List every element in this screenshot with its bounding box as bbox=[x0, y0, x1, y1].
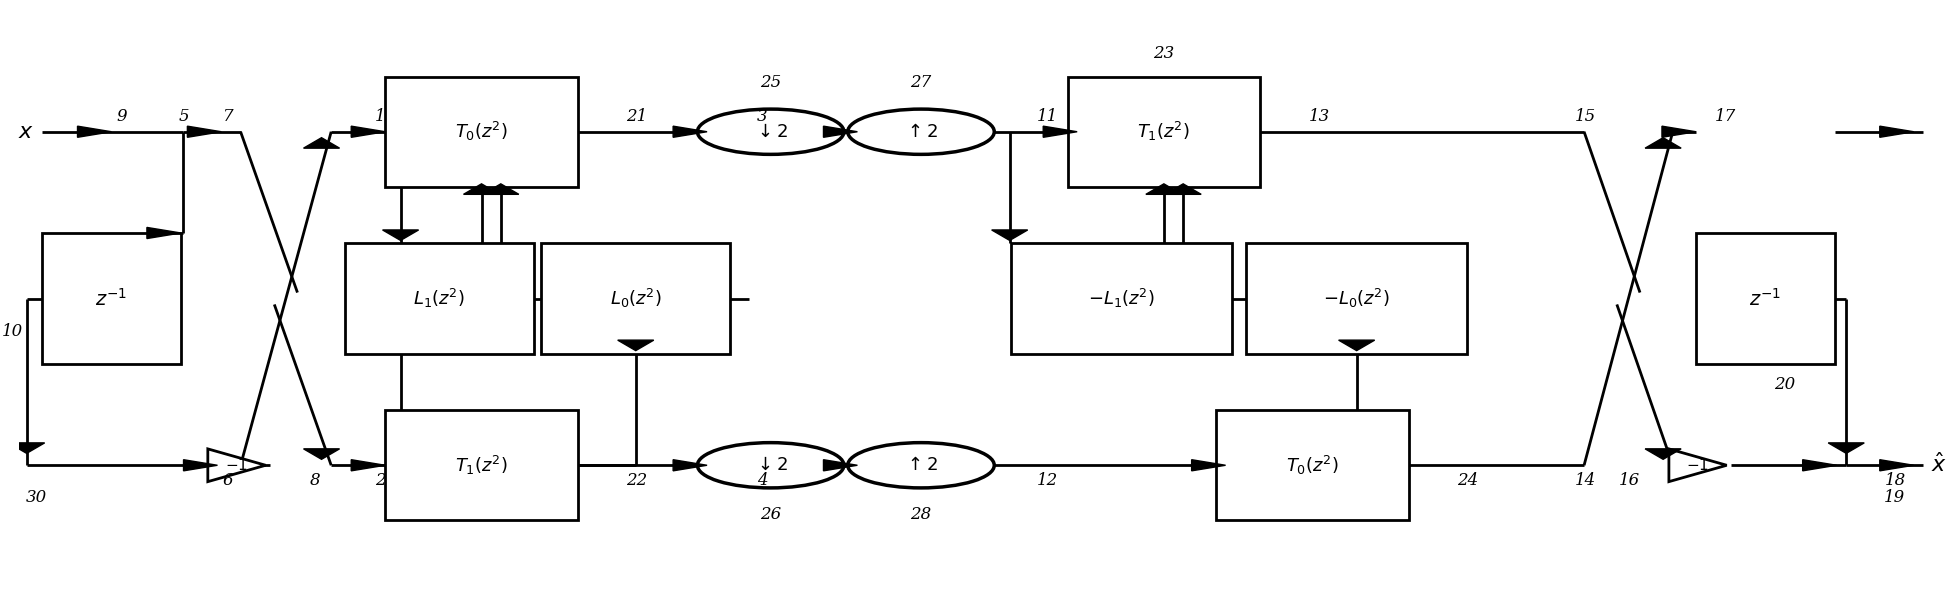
Text: $L_1(z^2)$: $L_1(z^2)$ bbox=[414, 287, 464, 310]
Text: $L_0(z^2)$: $L_0(z^2)$ bbox=[611, 287, 661, 310]
Text: 11: 11 bbox=[1036, 107, 1057, 125]
Polygon shape bbox=[482, 184, 519, 195]
Polygon shape bbox=[209, 449, 265, 482]
Text: $\uparrow 2$: $\uparrow 2$ bbox=[903, 456, 938, 474]
Text: 2: 2 bbox=[375, 472, 386, 490]
Bar bbox=[540, 244, 730, 353]
Polygon shape bbox=[1803, 460, 1836, 471]
Polygon shape bbox=[618, 340, 654, 350]
Polygon shape bbox=[183, 460, 217, 471]
Bar bbox=[1215, 410, 1409, 521]
Text: 28: 28 bbox=[911, 506, 933, 523]
Text: 25: 25 bbox=[761, 74, 780, 91]
Circle shape bbox=[697, 442, 845, 488]
Text: 6: 6 bbox=[222, 472, 234, 490]
Text: 1: 1 bbox=[375, 107, 386, 125]
Polygon shape bbox=[382, 230, 419, 241]
Text: 23: 23 bbox=[1153, 45, 1175, 61]
Bar bbox=[345, 244, 533, 353]
Circle shape bbox=[697, 109, 845, 155]
Text: $T_1(z^2)$: $T_1(z^2)$ bbox=[455, 454, 507, 477]
Polygon shape bbox=[304, 138, 339, 148]
Text: 20: 20 bbox=[1773, 376, 1795, 393]
Text: 21: 21 bbox=[626, 107, 648, 125]
Text: 26: 26 bbox=[761, 506, 780, 523]
Text: $z^{-1}$: $z^{-1}$ bbox=[96, 288, 127, 309]
Polygon shape bbox=[351, 460, 384, 471]
Text: $\hat{x}$: $\hat{x}$ bbox=[1931, 453, 1947, 477]
Text: $T_1(z^2)$: $T_1(z^2)$ bbox=[1137, 120, 1190, 143]
Text: 8: 8 bbox=[310, 472, 320, 490]
Text: 16: 16 bbox=[1619, 472, 1641, 490]
Circle shape bbox=[849, 442, 995, 488]
Polygon shape bbox=[1879, 126, 1914, 137]
Text: 4: 4 bbox=[757, 472, 767, 490]
Text: 13: 13 bbox=[1309, 107, 1331, 125]
Polygon shape bbox=[1192, 460, 1225, 471]
Text: 24: 24 bbox=[1457, 472, 1479, 490]
Bar bbox=[1695, 233, 1834, 364]
Polygon shape bbox=[1338, 340, 1375, 350]
Text: 15: 15 bbox=[1574, 107, 1596, 125]
Text: $\uparrow 2$: $\uparrow 2$ bbox=[903, 123, 938, 141]
Polygon shape bbox=[1165, 184, 1202, 195]
Text: 17: 17 bbox=[1715, 107, 1736, 125]
Polygon shape bbox=[1044, 126, 1077, 137]
Polygon shape bbox=[823, 126, 856, 137]
Polygon shape bbox=[1645, 138, 1682, 148]
Text: 3: 3 bbox=[757, 107, 767, 125]
Text: $z^{-1}$: $z^{-1}$ bbox=[1750, 288, 1781, 309]
Text: 7: 7 bbox=[222, 107, 234, 125]
Bar bbox=[43, 233, 181, 364]
Text: $-L_1(z^2)$: $-L_1(z^2)$ bbox=[1089, 287, 1155, 310]
Text: 14: 14 bbox=[1574, 472, 1596, 490]
Polygon shape bbox=[991, 230, 1028, 241]
Text: $\downarrow 2$: $\downarrow 2$ bbox=[753, 456, 788, 474]
Polygon shape bbox=[351, 126, 384, 137]
Text: $x$: $x$ bbox=[18, 121, 35, 143]
Polygon shape bbox=[1662, 126, 1695, 137]
Text: 27: 27 bbox=[911, 74, 933, 91]
Polygon shape bbox=[823, 460, 856, 471]
Text: 10: 10 bbox=[2, 323, 23, 340]
Text: $\downarrow 2$: $\downarrow 2$ bbox=[753, 123, 788, 141]
Text: 5: 5 bbox=[179, 107, 189, 125]
Text: $T_0(z^2)$: $T_0(z^2)$ bbox=[1286, 454, 1338, 477]
Polygon shape bbox=[78, 126, 111, 137]
Bar bbox=[1247, 244, 1467, 353]
Polygon shape bbox=[1828, 443, 1865, 453]
Bar bbox=[1011, 244, 1233, 353]
Text: 12: 12 bbox=[1036, 472, 1057, 490]
Text: 30: 30 bbox=[25, 489, 47, 506]
Bar bbox=[384, 76, 577, 187]
Polygon shape bbox=[673, 126, 706, 137]
Polygon shape bbox=[8, 443, 45, 453]
Polygon shape bbox=[1645, 449, 1682, 459]
Text: 18: 18 bbox=[1885, 472, 1906, 490]
Polygon shape bbox=[673, 460, 706, 471]
Polygon shape bbox=[464, 184, 499, 195]
Text: $-L_0(z^2)$: $-L_0(z^2)$ bbox=[1323, 287, 1389, 310]
Text: $T_0(z^2)$: $T_0(z^2)$ bbox=[455, 120, 507, 143]
Circle shape bbox=[849, 109, 995, 155]
Text: 22: 22 bbox=[626, 472, 648, 490]
Polygon shape bbox=[1145, 184, 1182, 195]
Text: 9: 9 bbox=[117, 107, 127, 125]
Bar bbox=[384, 410, 577, 521]
Polygon shape bbox=[304, 449, 339, 459]
Polygon shape bbox=[187, 126, 220, 137]
Text: $-1$: $-1$ bbox=[224, 457, 248, 473]
Text: 19: 19 bbox=[1885, 489, 1904, 506]
Polygon shape bbox=[1879, 460, 1914, 471]
Bar bbox=[1067, 76, 1260, 187]
Text: $-1$: $-1$ bbox=[1686, 457, 1709, 473]
Polygon shape bbox=[1668, 449, 1727, 482]
Polygon shape bbox=[146, 227, 181, 239]
